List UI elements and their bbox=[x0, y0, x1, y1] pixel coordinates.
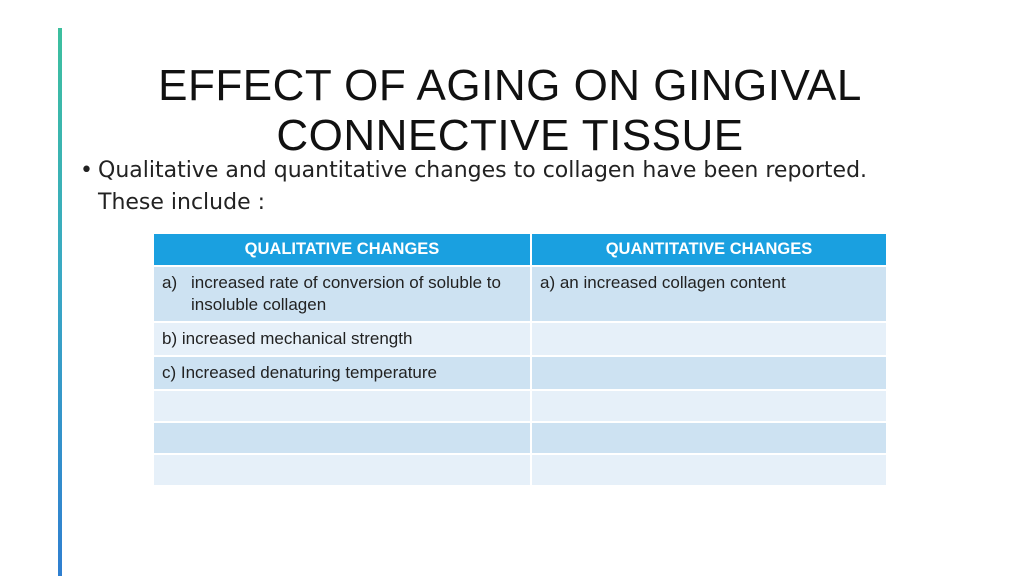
bullet-line-1: Qualitative and quantitative changes to … bbox=[98, 158, 868, 183]
header-quantitative: QUANTITATIVE CHANGES bbox=[531, 234, 888, 266]
slide-title-line-2: CONNECTIVE TISSUE bbox=[276, 111, 744, 161]
table-cell-qualitative bbox=[154, 421, 532, 454]
collagen-changes-table: QUALITATIVE CHANGES QUANTITATIVE CHANGES… bbox=[154, 234, 888, 485]
table-cell-quantitative: a) an increased collagen content bbox=[531, 265, 888, 322]
table-cell-qualitative: c) Increased denaturing temperature bbox=[154, 355, 532, 390]
table-cell-quantitative bbox=[531, 421, 888, 454]
table-header-row: QUALITATIVE CHANGES QUANTITATIVE CHANGES bbox=[154, 234, 888, 266]
table-row bbox=[154, 389, 888, 422]
bullet-line-2: These include : bbox=[98, 190, 266, 215]
table-cell-quantitative bbox=[531, 389, 888, 422]
bullet-text: Qualitative and quantitative changes to … bbox=[98, 155, 960, 219]
table-cell-quantitative bbox=[531, 321, 888, 356]
table-cell-qualitative: a) increased rate of conversion of solubl… bbox=[154, 265, 532, 322]
table-row bbox=[154, 453, 888, 485]
table-cell-quantitative bbox=[531, 355, 888, 390]
table-row: b) increased mechanical strength bbox=[154, 321, 888, 356]
table-row bbox=[154, 421, 888, 454]
accent-bar bbox=[58, 28, 62, 576]
table-cell-qualitative bbox=[154, 453, 532, 485]
slide-title: EFFECT OF AGING ON GINGIVAL CONNECTIVE T… bbox=[70, 61, 950, 161]
slide-title-line-1: EFFECT OF AGING ON GINGIVAL bbox=[158, 61, 862, 111]
item-prefix: a) bbox=[162, 273, 178, 292]
table-row: a) increased rate of conversion of solubl… bbox=[154, 265, 888, 322]
table-cell-quantitative bbox=[531, 453, 888, 485]
table-cell-qualitative bbox=[154, 389, 532, 422]
bullet-point: • Qualitative and quantitative changes t… bbox=[80, 155, 960, 219]
header-qualitative: QUALITATIVE CHANGES bbox=[154, 234, 532, 266]
bullet-icon: • bbox=[80, 158, 93, 183]
table-row: c) Increased denaturing temperature bbox=[154, 355, 888, 390]
table-cell-qualitative: b) increased mechanical strength bbox=[154, 321, 532, 356]
item-text: increased rate of conversion of soluble … bbox=[191, 273, 501, 314]
